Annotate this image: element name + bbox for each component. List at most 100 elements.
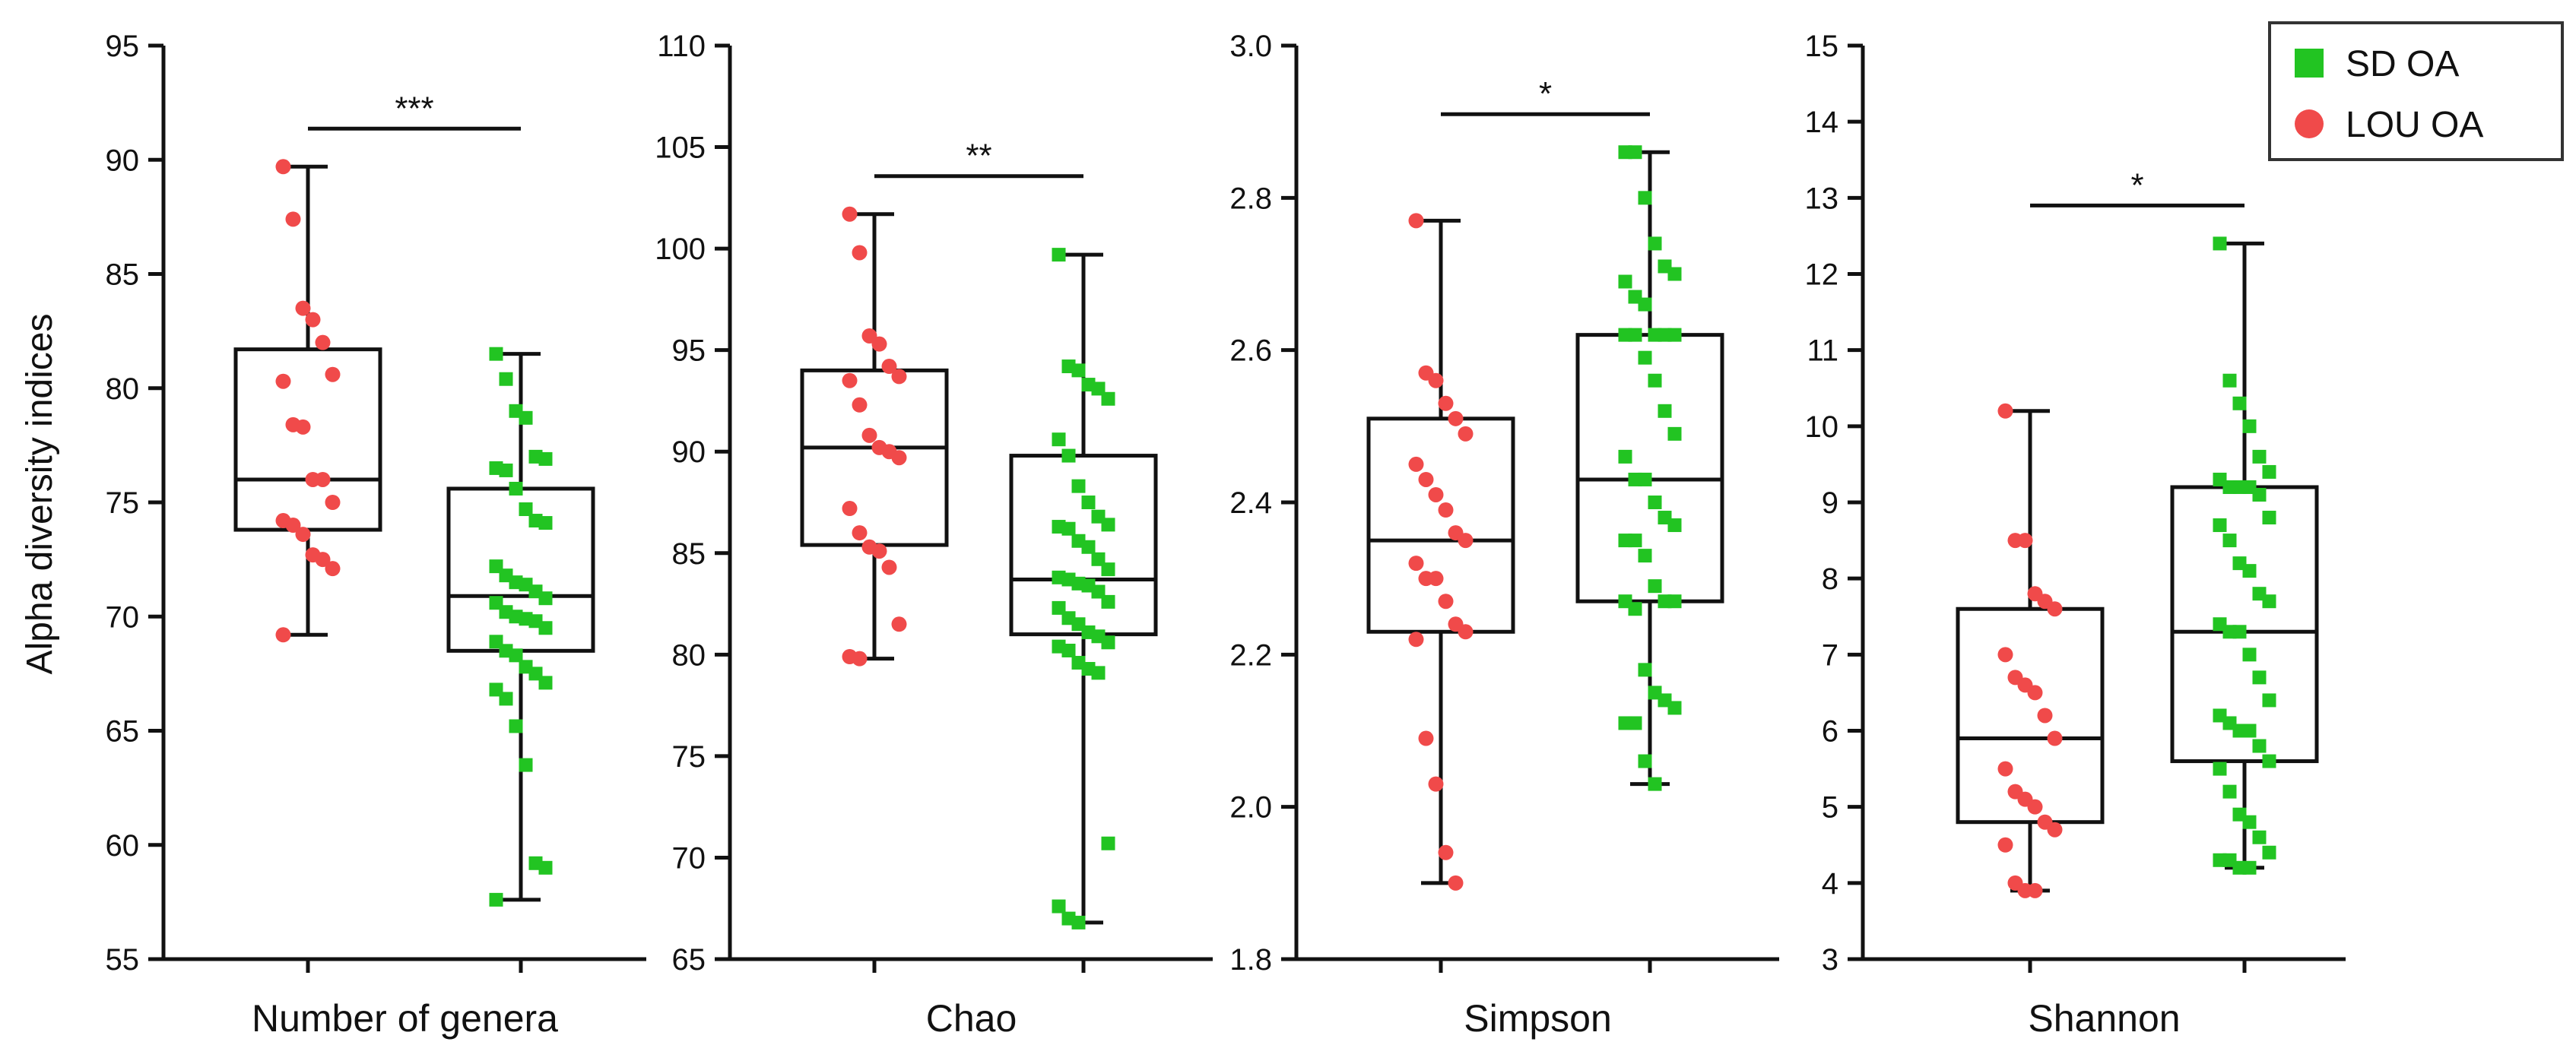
data-point: [1101, 518, 1115, 532]
data-point: [325, 366, 341, 382]
data-point: [1081, 540, 1096, 554]
data-point: [2047, 822, 2063, 838]
y-tick-label: 5: [1822, 791, 1838, 825]
y-tick-label: 65: [106, 715, 140, 749]
box-iqr: [1956, 606, 2105, 825]
data-point: [2017, 533, 2033, 549]
data-point: [1438, 502, 1454, 518]
y-tick-label: 2.6: [1229, 334, 1272, 368]
data-point: [2047, 601, 2063, 617]
data-point: [1428, 372, 1444, 388]
y-tick-label: 110: [657, 30, 706, 63]
data-point: [2047, 730, 2063, 746]
data-point: [1628, 534, 1642, 548]
data-point: [285, 211, 301, 227]
data-point: [1667, 594, 1682, 609]
y-tick-label: 80: [672, 638, 706, 672]
y-tick-label: 2.8: [1229, 182, 1272, 215]
data-point: [2252, 830, 2267, 844]
data-point: [509, 648, 523, 663]
group-sd-oa: [446, 347, 595, 907]
data-point: [509, 481, 523, 496]
data-point: [1438, 844, 1454, 860]
y-tick-label: 75: [672, 740, 706, 774]
data-point: [852, 651, 868, 667]
legend-marker-lou-oa: [2295, 109, 2324, 138]
data-point: [1071, 915, 1086, 929]
data-point: [1997, 647, 2013, 663]
panel-number-of-genera: 55 60 65 70 75 80 85 90 95 Number of genera ***: [106, 30, 646, 1040]
group-lou-oa: [800, 206, 949, 667]
data-point: [1418, 471, 1434, 487]
data-point: [275, 373, 291, 389]
data-point: [1052, 432, 1066, 447]
data-point: [1061, 643, 1076, 657]
data-point: [295, 527, 311, 543]
data-point: [1101, 635, 1115, 650]
data-point: [2213, 236, 2227, 251]
data-point: [852, 245, 868, 261]
y-tick-label: 85: [672, 537, 706, 571]
group-sd-oa: [2170, 236, 2319, 875]
y-tick-label: 90: [672, 435, 706, 469]
data-point: [489, 347, 503, 361]
data-point: [2262, 845, 2276, 860]
data-point: [499, 692, 513, 706]
data-point: [1628, 716, 1642, 730]
y-tick-label: 13: [1805, 182, 1839, 215]
data-point: [1408, 456, 1424, 472]
data-point: [1458, 426, 1474, 442]
data-point: [1667, 701, 1682, 715]
data-point: [509, 719, 523, 733]
y-tick-label: 105: [655, 131, 706, 165]
data-point: [325, 561, 341, 577]
data-point: [1658, 404, 1672, 418]
y-tick-label: 8: [1822, 562, 1838, 596]
data-point: [1448, 875, 1464, 891]
legend: SD OA LOU OA: [2268, 21, 2564, 161]
data-point: [1628, 328, 1642, 342]
data-point: [2252, 449, 2267, 464]
group-sd-oa: [1575, 145, 1724, 791]
data-point: [1638, 350, 1652, 365]
data-point: [1408, 213, 1424, 229]
y-tick-label: 80: [106, 372, 140, 406]
data-point: [519, 758, 533, 772]
data-point: [1071, 479, 1086, 493]
significance-label: **: [966, 138, 991, 175]
data-point: [2262, 594, 2276, 609]
y-tick-label: 100: [655, 233, 706, 266]
data-point: [1618, 449, 1632, 464]
x-axis-label: Chao: [926, 997, 1017, 1040]
data-point: [842, 206, 858, 222]
data-point: [2037, 708, 2053, 724]
data-point: [1071, 363, 1086, 378]
data-point: [2242, 724, 2257, 738]
data-point: [852, 397, 868, 413]
data-point: [1101, 836, 1115, 850]
data-point: [1648, 373, 1662, 388]
data-point: [2027, 882, 2043, 898]
group-lou-oa: [1956, 403, 2105, 898]
data-point: [2027, 685, 2043, 701]
data-point: [871, 543, 887, 559]
data-point: [538, 860, 553, 875]
data-point: [2027, 799, 2043, 815]
y-tick-label: 70: [106, 600, 140, 634]
data-point: [2232, 396, 2247, 410]
data-point: [1418, 730, 1434, 746]
data-point: [2242, 564, 2257, 578]
data-point: [325, 495, 341, 510]
data-point: [1448, 410, 1464, 426]
y-tick-label: 1.8: [1229, 943, 1272, 977]
y-tick-label: 14: [1805, 106, 1839, 139]
data-point: [315, 471, 331, 487]
data-point: [881, 359, 897, 375]
data-point: [2222, 534, 2237, 548]
box-iqr: [233, 347, 382, 532]
data-point: [1052, 899, 1066, 914]
y-tick-label: 75: [106, 486, 140, 520]
y-axis-label: Alpha diversity indices: [20, 314, 60, 675]
data-point: [1638, 754, 1652, 768]
